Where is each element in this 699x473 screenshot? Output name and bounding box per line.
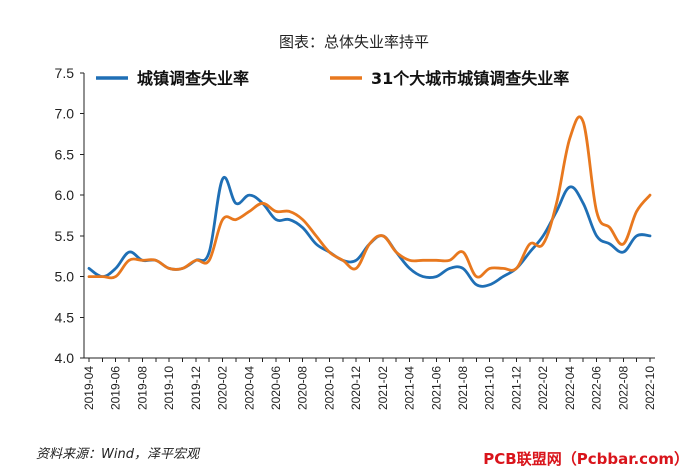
series-layer (87, 115, 652, 288)
legend-label-city: 城镇调查失业率 (137, 69, 249, 88)
y-tick-label: 5.5 (55, 228, 75, 244)
x-tick-label: 2020-04 (242, 366, 256, 410)
legend-label-31-cities: 31个大城市城镇调查失业率 (371, 69, 569, 88)
y-tick-label: 5.0 (55, 269, 75, 285)
y-tick-label: 4.5 (55, 309, 75, 325)
series-line-31-cities (87, 115, 652, 280)
x-tick-label: 2019-12 (189, 366, 203, 410)
x-tick-label: 2021-06 (429, 366, 443, 410)
x-tick-label: 2020-10 (322, 366, 336, 410)
y-axis: 4.0 4.5 5.0 5.5 6.0 6.5 7.0 7.5 (55, 65, 85, 366)
y-tick-label: 6.0 (55, 187, 75, 203)
y-tick-label: 4.0 (55, 350, 75, 366)
x-tick-label: 2021-12 (509, 366, 523, 410)
x-tick-label: 2020-08 (296, 366, 310, 410)
x-tick-label: 2019-06 (109, 366, 123, 410)
x-tick-label: 2022-04 (563, 366, 577, 410)
x-tick-label: 2022-06 (590, 366, 604, 410)
x-tick-label: 2019-10 (162, 366, 176, 410)
chart-title: 图表：总体失业率持平 (279, 33, 429, 51)
x-tick-label: 2022-02 (536, 366, 550, 410)
x-tick-label: 2020-12 (349, 366, 363, 410)
x-tick-label: 2020-06 (269, 366, 283, 410)
y-tick-label: 6.5 (55, 146, 75, 162)
legend: 城镇调查失业率 31个大城市城镇调查失业率 (96, 69, 569, 88)
x-tick-label: 2021-02 (376, 366, 390, 410)
x-axis: 2019-04 2019-06 2019-08 2019-10 2019-12 2020-… (82, 357, 657, 410)
y-tick-label: 7.5 (55, 65, 75, 81)
x-tick-label: 2019-04 (82, 366, 96, 410)
x-tick-label: 2021-10 (483, 366, 497, 410)
source-note: 资料来源：Wind，泽平宏观 (36, 446, 201, 462)
x-tick-label: 2021-08 (456, 366, 470, 410)
x-tick-label: 2022-10 (643, 366, 657, 410)
x-tick-label: 2020-02 (216, 366, 230, 410)
x-tick-label: 2022-08 (616, 366, 630, 410)
x-tick-label: 2021-04 (403, 366, 417, 410)
y-tick-label: 7.0 (55, 106, 75, 122)
x-tick-label: 2019-08 (135, 366, 149, 410)
watermark: PCB联盟网（Pcbbar.com） (483, 450, 689, 468)
